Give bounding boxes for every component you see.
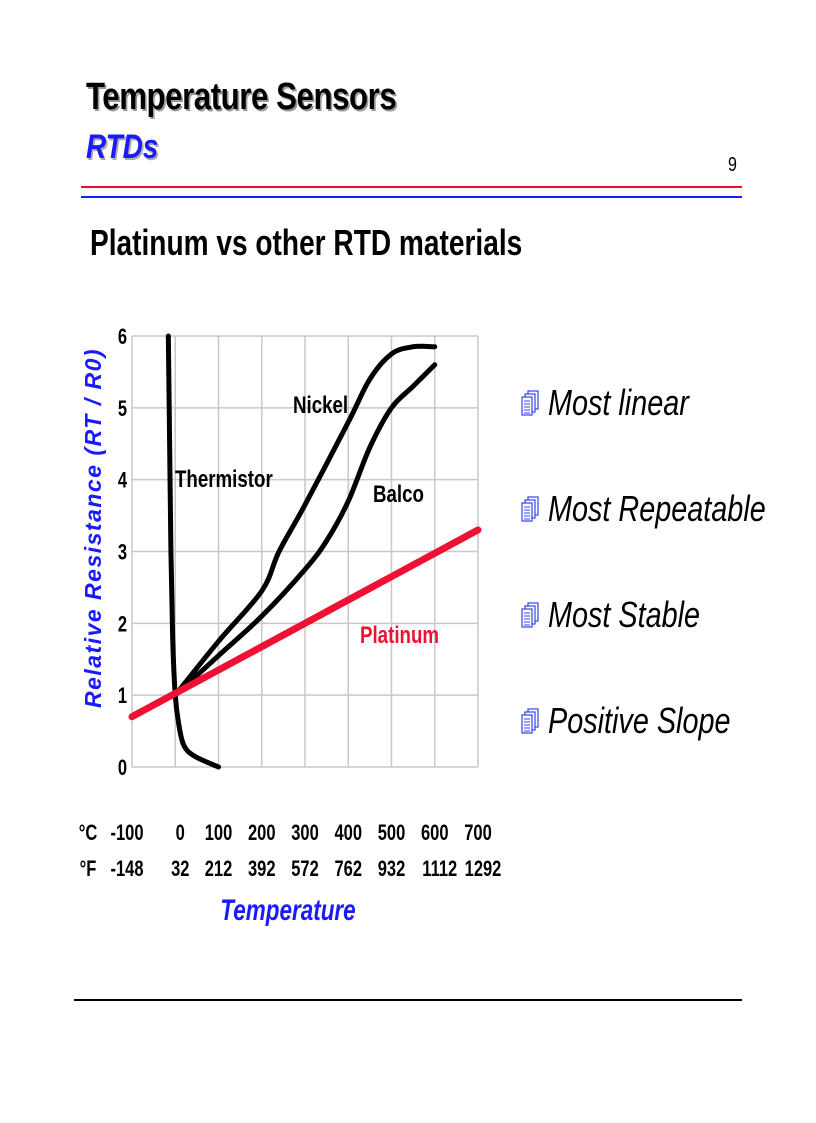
bullet-item: Most Repeatable xyxy=(520,488,816,530)
x-tick-label-c: 400 xyxy=(334,821,362,846)
header-rule-red xyxy=(81,186,742,188)
x-tick-label-c: 100 xyxy=(205,821,233,846)
x-tick-label-c: 500 xyxy=(378,821,406,846)
y-tick-label: 5 xyxy=(118,397,127,422)
bullet-label: Most Stable xyxy=(548,594,701,635)
series-label-thermistor: Thermistor xyxy=(175,466,273,493)
y-tick-label: 4 xyxy=(118,468,127,493)
y-axis-label: Relative Resistance (RT / R0) xyxy=(80,348,106,708)
y-tick-label: 0 xyxy=(118,756,127,781)
x-tick-label-c: 300 xyxy=(291,821,319,846)
series-label-platinum: Platinum xyxy=(360,622,439,649)
series-label-nickel: Nickel xyxy=(293,392,348,419)
bullet-label: Most Repeatable xyxy=(548,488,766,529)
x-axis-label: Temperature xyxy=(220,893,355,927)
x-tick-label-f: 572 xyxy=(291,857,319,882)
document-stack-icon xyxy=(520,495,540,523)
x-tick-label-f: 1292 xyxy=(465,857,502,882)
series-line-balco xyxy=(172,362,438,698)
section-heading: Platinum vs other RTD materials xyxy=(90,222,523,263)
y-tick-label: 2 xyxy=(118,612,127,637)
x-tick-label-f: 1112 xyxy=(422,857,457,882)
bullet-item: Most linear xyxy=(520,382,724,424)
series-line-thermistor xyxy=(165,333,221,770)
x-tick-label-c: 700 xyxy=(464,821,492,846)
slide-subtitle: RTDs xyxy=(86,128,159,166)
slide-title: Temperature Sensors xyxy=(86,76,397,118)
x-tick-label-f: 32 xyxy=(171,857,190,882)
series-line-nickel xyxy=(172,343,438,698)
x-tick-label-c: 0 xyxy=(176,821,185,846)
x-tick-label-f: 212 xyxy=(205,857,233,882)
page-number: 9 xyxy=(728,154,737,176)
series-line-platinum xyxy=(128,526,482,721)
bullet-label: Most linear xyxy=(548,382,689,423)
y-tick-label: 1 xyxy=(118,684,127,709)
x-tick-label-f: 762 xyxy=(334,857,362,882)
x-unit-fahrenheit: °F xyxy=(80,857,97,882)
x-unit-celsius: °C xyxy=(79,821,98,846)
y-tick-label: 6 xyxy=(118,325,127,350)
header-rule-blue xyxy=(81,196,742,198)
x-tick-label-f: -148 xyxy=(110,857,143,882)
footer-rule xyxy=(74,999,742,1001)
bullet-item: Positive Slope xyxy=(520,700,776,742)
series-label-balco: Balco xyxy=(373,481,424,508)
x-tick-label-c: 200 xyxy=(248,821,276,846)
document-stack-icon xyxy=(520,389,540,417)
x-tick-label-c: 600 xyxy=(421,821,449,846)
x-tick-label-c: -100 xyxy=(110,821,143,846)
bullet-label: Positive Slope xyxy=(548,700,731,741)
bullet-item: Most Stable xyxy=(520,594,738,636)
document-stack-icon xyxy=(520,601,540,629)
y-tick-label: 3 xyxy=(118,540,127,565)
document-stack-icon xyxy=(520,707,540,735)
x-tick-label-f: 392 xyxy=(248,857,276,882)
x-tick-label-f: 932 xyxy=(378,857,406,882)
